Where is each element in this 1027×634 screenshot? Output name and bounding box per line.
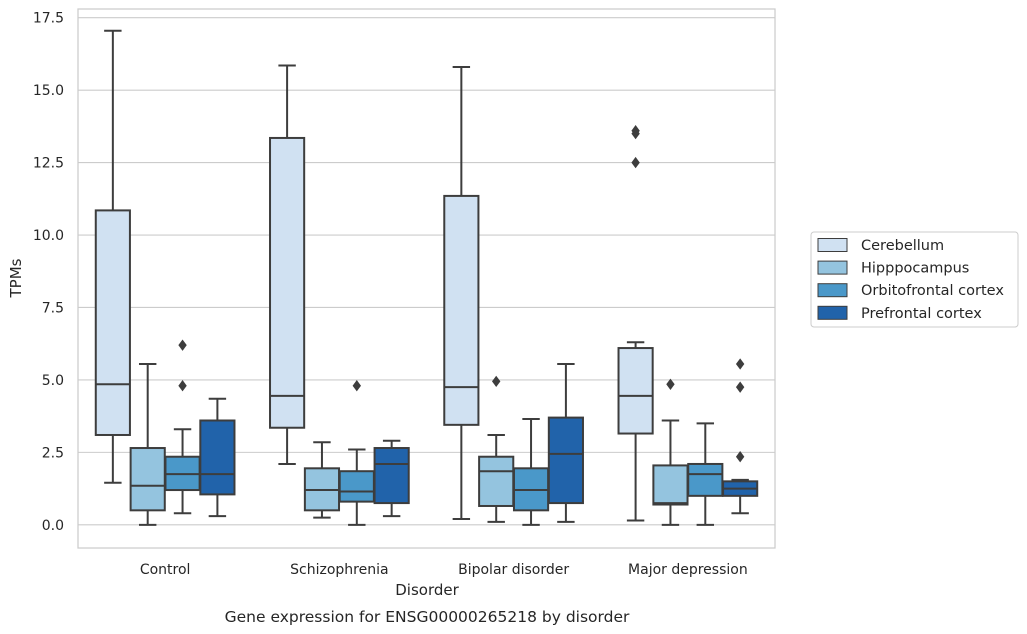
box xyxy=(617,347,654,435)
y-tick-label: 10.0 xyxy=(33,228,64,244)
box-group xyxy=(199,397,236,518)
box-group xyxy=(303,441,341,519)
box-group xyxy=(164,339,201,515)
box-group xyxy=(129,362,166,526)
outlier-point xyxy=(178,380,187,392)
box-group xyxy=(512,418,550,526)
box xyxy=(94,209,131,436)
plot-frame xyxy=(77,8,776,549)
y-tick-label: 5.0 xyxy=(42,373,64,389)
y-tick-labels: 0.0 2.5 5.0 7.5 10.0 12.5 15.0 17.5 xyxy=(33,11,64,534)
box-group xyxy=(617,125,654,522)
outlier-point xyxy=(666,378,675,390)
y-tick-label: 0.0 xyxy=(42,518,64,534)
legend-frame xyxy=(810,231,1019,328)
box xyxy=(443,194,480,426)
x-tick-label: Bipolar disorder xyxy=(458,562,569,578)
box xyxy=(652,464,689,506)
legend-label: Hipppocampus xyxy=(861,261,969,277)
legend-swatch xyxy=(817,305,848,320)
y-tick-label: 2.5 xyxy=(42,445,64,461)
legend-swatch xyxy=(817,260,848,275)
x-tick-label: Major depression xyxy=(628,562,748,578)
box-series xyxy=(94,29,759,526)
x-tick-labels: Control Schizophrenia Bipolar disorder Majo… xyxy=(140,562,748,578)
y-tick-label: 7.5 xyxy=(42,300,64,316)
box-group xyxy=(687,422,724,526)
outlier-point xyxy=(631,127,640,140)
x-axis-label: Disorder xyxy=(395,581,459,599)
y-tick-label: 15.0 xyxy=(33,83,64,99)
legend-label: Orbitofrontal cortex xyxy=(861,283,1004,299)
box xyxy=(478,455,515,507)
outlier-point xyxy=(492,375,501,388)
box-group xyxy=(478,375,515,523)
box xyxy=(269,136,306,429)
x-tick-label: Schizophrenia xyxy=(290,562,388,578)
box xyxy=(373,447,410,505)
box-group xyxy=(338,380,375,526)
box-group xyxy=(652,378,689,526)
outlier-point xyxy=(735,451,745,463)
grid-lines xyxy=(78,17,775,526)
legend-label: Prefrontal cortex xyxy=(861,306,982,322)
outlier-point xyxy=(735,381,745,393)
box-group xyxy=(94,29,131,484)
outlier-point xyxy=(352,380,361,392)
chart-caption: Gene expression for ENSG00000265218 by d… xyxy=(225,608,630,626)
box xyxy=(129,447,166,512)
box xyxy=(687,462,724,497)
y-tick-label: 17.5 xyxy=(33,11,64,27)
box-group xyxy=(269,64,306,465)
legend: Cerebellum Hipppocampus Orbitofrontal cort… xyxy=(810,231,1019,328)
box xyxy=(199,419,236,496)
box xyxy=(338,470,375,503)
box-group xyxy=(373,439,410,518)
box-group xyxy=(722,358,759,515)
outlier-point xyxy=(178,339,187,351)
y-axis-label: TPMs xyxy=(7,258,25,298)
y-tick-label: 12.5 xyxy=(33,156,64,172)
outlier-point xyxy=(735,358,745,370)
box xyxy=(547,416,584,505)
x-tick-label: Control xyxy=(140,562,191,578)
legend-swatch xyxy=(817,283,848,298)
box-group xyxy=(547,362,584,523)
box-group xyxy=(443,65,480,521)
legend-swatch xyxy=(817,238,848,252)
outlier-point xyxy=(631,156,640,169)
legend-label: Cerebellum xyxy=(861,238,944,254)
